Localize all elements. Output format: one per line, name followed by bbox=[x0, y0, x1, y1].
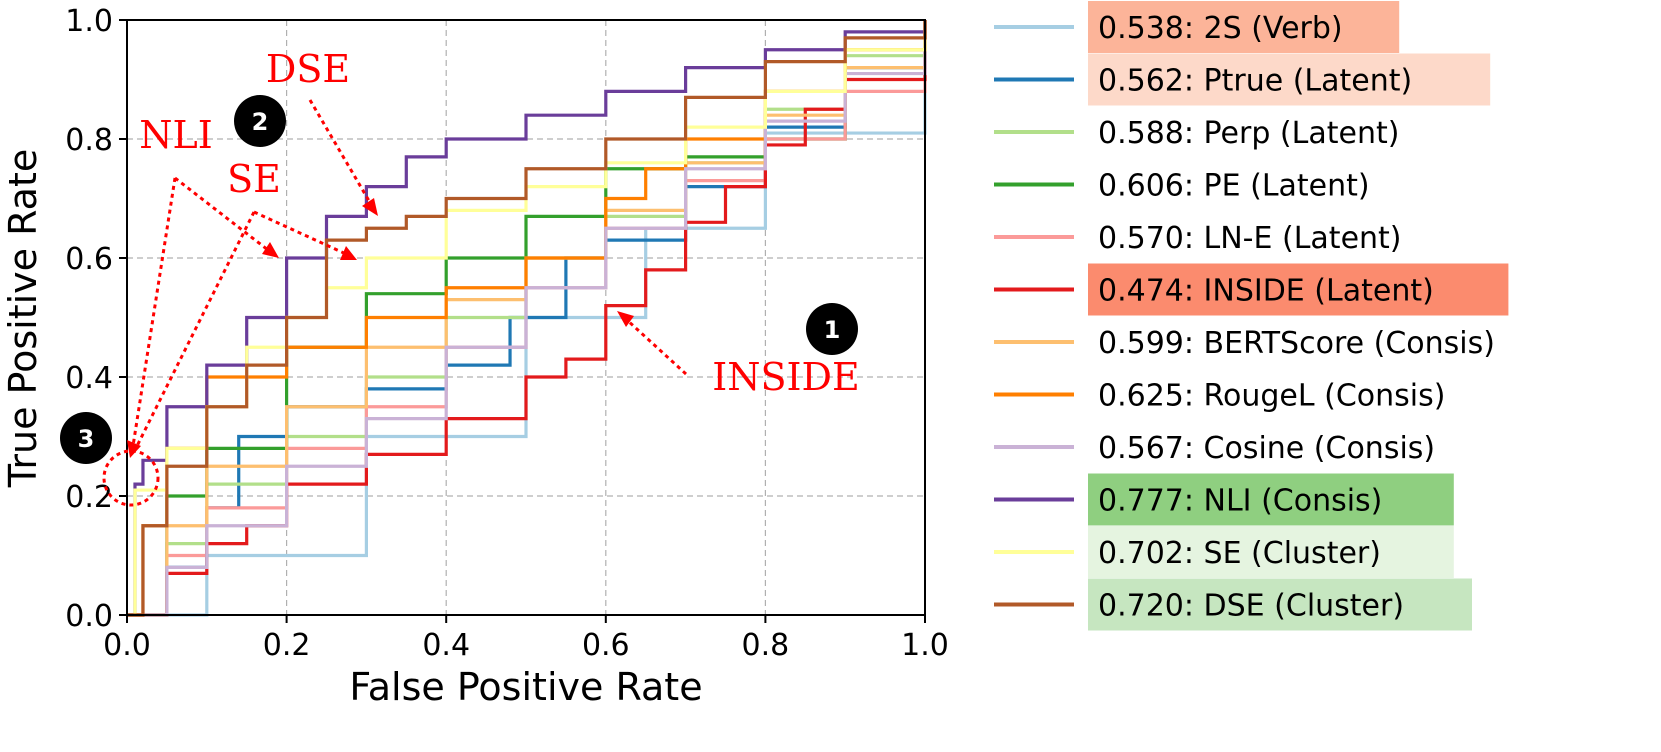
x-axis-title: False Positive Rate bbox=[349, 665, 702, 709]
x-tick-label: 0.4 bbox=[422, 628, 470, 663]
legend-highlight-inside-latent- bbox=[1088, 263, 1509, 316]
x-tick-label: 0.2 bbox=[263, 628, 311, 663]
arrow-dse-head bbox=[362, 198, 378, 216]
badge-3 bbox=[60, 412, 112, 464]
legend-label-se-cluster-: 0.702: SE (Cluster) bbox=[1098, 536, 1381, 571]
arrow-nli-head bbox=[262, 242, 279, 258]
badge-2 bbox=[234, 95, 286, 147]
y-tick-label: 0.0 bbox=[65, 599, 113, 634]
legend-highlight-ptrue-latent- bbox=[1088, 53, 1491, 106]
series-line-se-cluster- bbox=[127, 20, 927, 617]
x-tick-label: 0.8 bbox=[742, 628, 790, 663]
y-tick-label: 0.8 bbox=[65, 123, 113, 158]
legend-label-perp-latent-: 0.588: Perp (Latent) bbox=[1098, 116, 1399, 151]
legend-highlight-dse-cluster- bbox=[1088, 578, 1472, 631]
legend-label-dse-cluster-: 0.720: DSE (Cluster) bbox=[1098, 589, 1404, 624]
series-line-inside-latent- bbox=[127, 20, 927, 617]
legend-label-ptrue-latent-: 0.562: Ptrue (Latent) bbox=[1098, 64, 1412, 99]
y-tick-label: 0.4 bbox=[65, 361, 113, 396]
x-tick-label: 0.0 bbox=[103, 628, 151, 663]
annotation-se: SE bbox=[227, 157, 281, 201]
badge-1 bbox=[806, 303, 858, 355]
legend-label-ln-e-latent-: 0.570: LN-E (Latent) bbox=[1098, 221, 1402, 256]
arrow-nli-1 bbox=[174, 176, 269, 252]
annotations: DSE NLI SE INSIDE bbox=[102, 47, 860, 507]
legend-label-2s-verb-: 0.538: 2S (Verb) bbox=[1098, 11, 1343, 46]
low-fpr-circle bbox=[102, 449, 160, 507]
legend-label-cosine-consis-: 0.567: Cosine (Consis) bbox=[1098, 431, 1435, 466]
plot-frame bbox=[126, 19, 926, 616]
badge-3-label: 3 bbox=[78, 425, 95, 453]
arrow-inside-head bbox=[617, 311, 634, 327]
arrow-low-head bbox=[127, 440, 141, 458]
series-line-dse-cluster- bbox=[127, 20, 927, 617]
badge-1-label: 1 bbox=[824, 316, 841, 344]
legend-highlight-2s-verb- bbox=[1088, 1, 1400, 53]
legend-label-pe-latent-: 0.606: PE (Latent) bbox=[1098, 169, 1370, 204]
y-axis-title: True Positive Rate bbox=[1, 149, 45, 489]
x-tick-label: 1.0 bbox=[901, 628, 949, 663]
annotation-inside: INSIDE bbox=[712, 355, 860, 399]
badge-2-label: 2 bbox=[252, 108, 269, 136]
x-tick-label: 0.6 bbox=[582, 628, 630, 663]
arrow-se-2 bbox=[134, 211, 256, 449]
series-lines bbox=[127, 20, 927, 617]
legend-highlight-se-cluster- bbox=[1088, 526, 1454, 578]
legend-label-rougel-consis-: 0.625: RougeL (Consis) bbox=[1098, 379, 1445, 414]
ticks: 0.0 0.2 0.4 0.6 0.8 1.0 0.0 0.2 0.4 0.6 0.8 1.0 bbox=[65, 4, 949, 663]
legend: 0.538: 2S (Verb) 0.562: Ptrue (Latent) 0.5… bbox=[994, 1, 1509, 631]
annotation-dse: DSE bbox=[266, 47, 350, 91]
arrow-dse bbox=[308, 99, 374, 207]
y-tick-label: 1.0 bbox=[65, 4, 113, 39]
arrow-se-head bbox=[340, 246, 357, 260]
legend-label-nli-consis-: 0.777: NLI (Consis) bbox=[1098, 484, 1382, 519]
legend-label-bertscore-consis-: 0.599: BERTScore (Consis) bbox=[1098, 326, 1495, 361]
arrow-se-1 bbox=[253, 210, 347, 256]
series-line-nli-consis- bbox=[127, 20, 927, 617]
series-line-cosine-consis- bbox=[127, 20, 927, 617]
legend-label-inside-latent-: 0.474: INSIDE (Latent) bbox=[1098, 274, 1434, 309]
legend-highlight-nli-consis- bbox=[1088, 473, 1454, 526]
y-tick-label: 0.2 bbox=[65, 480, 113, 515]
axes bbox=[126, 19, 926, 616]
arrow-inside bbox=[625, 318, 688, 376]
arrow-nli-2 bbox=[131, 177, 177, 447]
y-tick-label: 0.6 bbox=[65, 242, 113, 277]
badges: 1 2 3 bbox=[60, 95, 858, 464]
annotation-nli: NLI bbox=[139, 113, 213, 157]
